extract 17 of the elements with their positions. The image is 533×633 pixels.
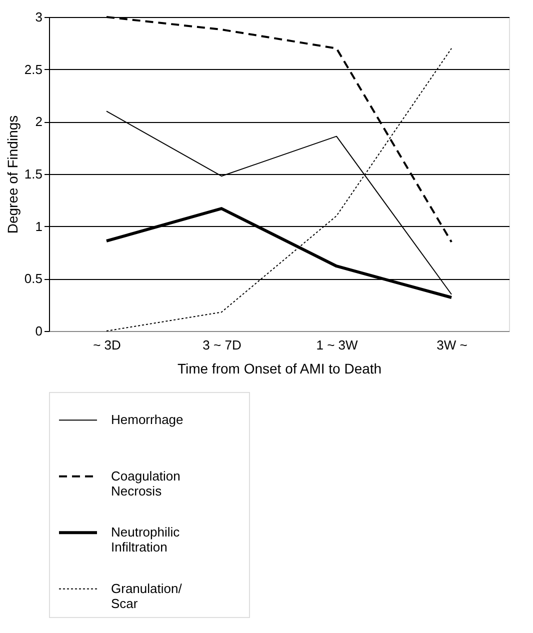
x-tick-label: 3 ~ 7D [202, 338, 242, 352]
y-tick-label: 0.5 [24, 271, 42, 286]
y-tick-label: 2.5 [24, 62, 42, 77]
y-tick-label: 2 [35, 114, 42, 130]
y-tick-label: 1 [35, 218, 42, 234]
x-axis-title: Time from Onset of AMI to Death [177, 360, 382, 376]
legend-label: Hemorrhage [111, 412, 184, 428]
legend-label: Coagulation Necrosis [111, 468, 180, 498]
y-tick-label: 0 [35, 324, 42, 338]
x-tick-label: 1 ~ 3W [316, 338, 358, 352]
y-tick-label: 1.5 [24, 166, 42, 182]
y-axis-title: Degree of Findings [4, 115, 20, 234]
legend-label: Neutrophilic Infiltration [111, 524, 180, 555]
x-tick-label: 3W ~ [436, 338, 468, 352]
y-tick-label: 3 [35, 10, 42, 24]
x-tick-label: ~ 3D [93, 338, 121, 352]
legend-label: Granulation/ Scar [111, 580, 182, 611]
